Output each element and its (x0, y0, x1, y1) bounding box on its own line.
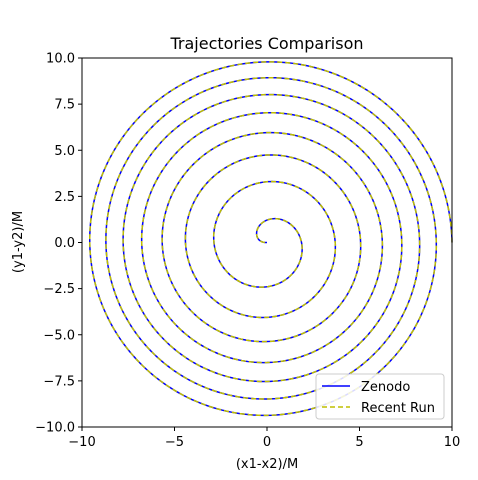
x-tick-label: 10 (444, 435, 461, 450)
x-axis: −10 −5 0 5 10 (68, 427, 460, 450)
series-line-recent-run (88, 61, 453, 417)
legend: Zenodo Recent Run (315, 373, 445, 420)
x-tick-label: −5 (165, 435, 184, 450)
y-tick-label: 0.0 (54, 236, 75, 251)
x-tick-label: 5 (355, 435, 363, 450)
y-tick-label: 2.5 (54, 190, 75, 205)
y-tick-label: 7.5 (54, 98, 75, 113)
y-tick-label: −7.5 (43, 374, 75, 389)
y-tick-label: 5.0 (54, 144, 75, 159)
y-tick-label: −10.0 (35, 421, 75, 436)
y-axis-label: (y1-y2)/M (11, 211, 26, 273)
y-tick-label: −2.5 (43, 282, 75, 297)
chart-title: Trajectories Comparison (169, 34, 363, 53)
series-layer (88, 61, 453, 417)
x-tick-label: 0 (263, 435, 271, 450)
plot-area (81, 57, 453, 428)
x-tick-label: −10 (68, 435, 95, 450)
y-axis: −10.0 −7.5 −5.0 −2.5 0.0 2.5 5.0 7.5 10.0 (35, 52, 82, 436)
y-tick-label: 10.0 (46, 52, 75, 67)
x-axis-label: (x1-x2)/M (236, 457, 298, 472)
legend-label-recent-run: Recent Run (361, 401, 435, 416)
legend-label-zenodo: Zenodo (361, 380, 410, 395)
y-tick-label: −5.0 (43, 328, 75, 343)
